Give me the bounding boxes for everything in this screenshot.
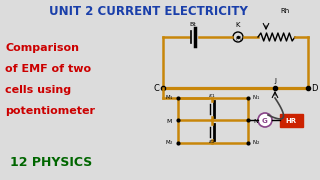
FancyBboxPatch shape: [279, 114, 302, 127]
Text: G: G: [262, 118, 268, 123]
Text: M$_1$: M$_1$: [164, 94, 173, 102]
Text: potentiometer: potentiometer: [5, 106, 95, 116]
Text: $\varepsilon_1$: $\varepsilon_1$: [208, 92, 216, 100]
Text: (•): (•): [236, 35, 242, 40]
Text: M$_2$: M$_2$: [164, 139, 173, 147]
Text: C: C: [153, 84, 159, 93]
Text: N: N: [253, 118, 258, 123]
Text: Bt: Bt: [190, 21, 196, 26]
Text: K: K: [236, 22, 240, 28]
Text: of EMF of two: of EMF of two: [5, 64, 91, 74]
Text: J: J: [274, 78, 276, 84]
Text: N$_2$: N$_2$: [252, 139, 260, 147]
Text: D: D: [311, 84, 317, 93]
Text: cells using: cells using: [5, 85, 71, 95]
Text: Comparison: Comparison: [5, 43, 79, 53]
Text: N$_1$: N$_1$: [252, 94, 260, 102]
Text: M: M: [167, 118, 172, 123]
Text: Rh: Rh: [280, 8, 289, 14]
Text: UNIT 2 CURRENT ELECTRICITY: UNIT 2 CURRENT ELECTRICITY: [49, 4, 247, 17]
Text: HR: HR: [285, 118, 297, 123]
Circle shape: [233, 32, 243, 42]
Text: $\varepsilon_2$: $\varepsilon_2$: [208, 138, 216, 146]
Text: 12 PHYSICS: 12 PHYSICS: [10, 156, 92, 168]
Circle shape: [258, 113, 272, 127]
